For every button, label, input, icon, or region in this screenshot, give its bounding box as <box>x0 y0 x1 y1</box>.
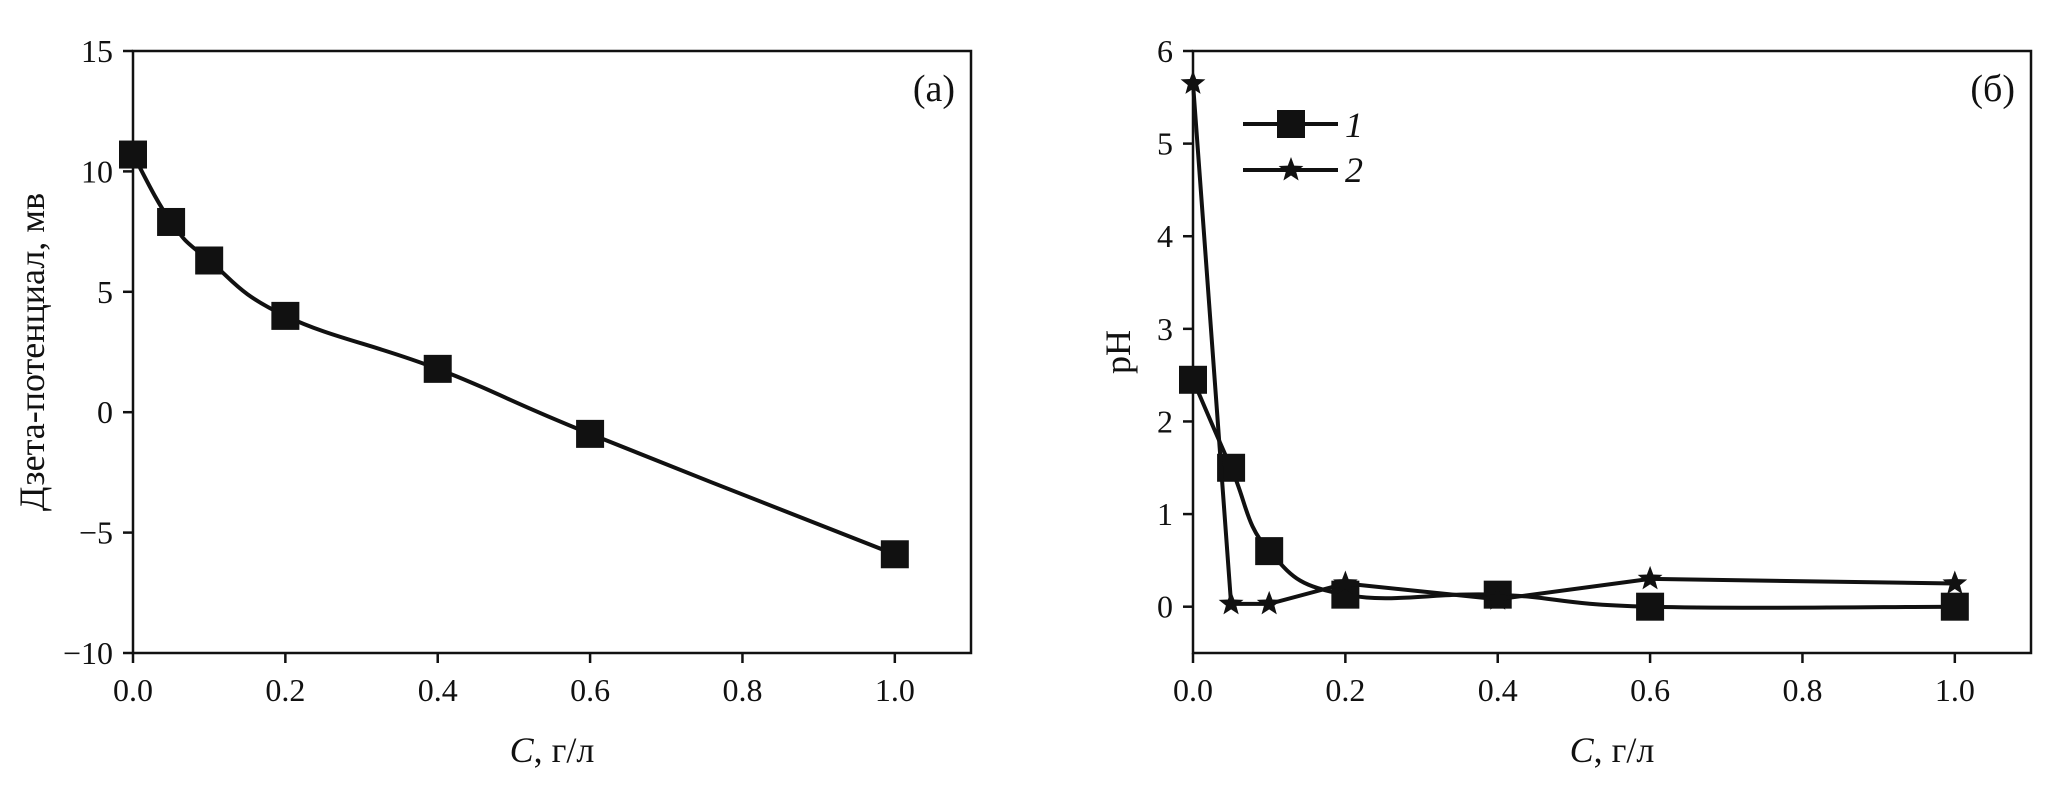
y-tick-label: 5 <box>97 274 113 310</box>
y-tick-label: 5 <box>1157 126 1173 162</box>
x-tick-label: 0.8 <box>1782 672 1822 708</box>
data-point-square <box>157 207 186 236</box>
data-point-star <box>1942 570 1968 595</box>
y-tick-label: −10 <box>63 635 113 671</box>
x-axis-unit: , г/л <box>534 730 595 770</box>
y-axis-title: Дзета-потенциал, мв <box>12 193 52 511</box>
y-tick-label: 1 <box>1157 496 1173 532</box>
legend-label-series-2: 2 <box>1345 150 1363 190</box>
series-group <box>1179 70 1969 621</box>
y-tick-label: 10 <box>81 153 113 189</box>
data-point-star <box>1180 70 1206 94</box>
data-point-square <box>576 419 605 448</box>
legend-marker-square <box>1277 110 1305 138</box>
data-point-square <box>880 540 909 569</box>
y-tick-label: 2 <box>1157 403 1173 439</box>
legend-star-shape <box>1278 157 1304 181</box>
x-tick-label: 0.4 <box>1478 672 1518 708</box>
series-1-line <box>131 153 896 557</box>
x-tick-label: 0.4 <box>418 672 458 708</box>
y-tick-label: 6 <box>1157 33 1173 69</box>
data-point-square <box>1255 537 1284 566</box>
plot-frame <box>1191 49 2033 655</box>
plot-frame <box>131 49 973 655</box>
x-axis-title: C, г/л <box>510 730 595 770</box>
y-tick-label: −5 <box>79 515 113 551</box>
x-tick-label: 1.0 <box>1935 672 1975 708</box>
legend-marker-star <box>1278 157 1304 181</box>
data-point-square <box>195 246 224 275</box>
series-2-line <box>1191 83 1955 606</box>
x-tick-label: 0.6 <box>1630 672 1670 708</box>
data-point-square <box>1940 592 1969 621</box>
x-tick-label: 0.2 <box>1325 672 1365 708</box>
tick-group: 0.0 0.2 0.4 0.6 0.8 1.0 −10 −5 0 5 10 15 <box>63 33 915 708</box>
data-point-square <box>1636 592 1665 621</box>
x-tick-label: 0.2 <box>265 672 305 708</box>
data-point-star <box>1637 565 1663 590</box>
data-point-square <box>119 140 147 169</box>
data-point-square <box>1179 365 1207 394</box>
x-axis-variable: C <box>510 730 535 770</box>
panel-label: (а) <box>913 68 955 110</box>
data-point-star <box>1256 590 1282 615</box>
y-tick-label: 3 <box>1157 311 1173 347</box>
x-tick-label: 1.0 <box>875 672 915 708</box>
data-point-star <box>1218 590 1244 615</box>
x-tick-label: 0.0 <box>1173 672 1213 708</box>
legend: 1 2 <box>1243 105 1363 190</box>
x-tick-label: 0.0 <box>113 672 153 708</box>
x-axis-variable: C <box>1570 730 1595 770</box>
y-tick-label: 0 <box>1157 589 1173 625</box>
data-point-square <box>423 354 452 383</box>
y-tick-label: 0 <box>97 394 113 430</box>
chart-panel-a: 0.0 0.2 0.4 0.6 0.8 1.0 −10 −5 0 5 10 15 (а) Дзета-… <box>12 33 973 770</box>
series-1-line <box>1191 379 1955 610</box>
y-axis-title: pH <box>1098 330 1138 374</box>
series-group <box>119 140 909 569</box>
y-tick-label: 15 <box>81 33 113 69</box>
panel-label: (б) <box>1970 68 2015 110</box>
x-tick-label: 0.6 <box>570 672 610 708</box>
x-tick-label: 0.8 <box>722 672 762 708</box>
y-tick-label: 4 <box>1157 218 1173 254</box>
data-point-star <box>1485 586 1511 610</box>
data-point-square <box>271 301 300 330</box>
x-axis-unit: , г/л <box>1594 730 1655 770</box>
x-axis-title: C, г/л <box>1570 730 1655 770</box>
tick-group: 0.0 0.2 0.4 0.6 0.8 1.0 0 1 2 3 4 5 6 <box>1157 33 1975 708</box>
legend-label-series-1: 1 <box>1345 105 1363 145</box>
data-point-star <box>1333 570 1358 595</box>
